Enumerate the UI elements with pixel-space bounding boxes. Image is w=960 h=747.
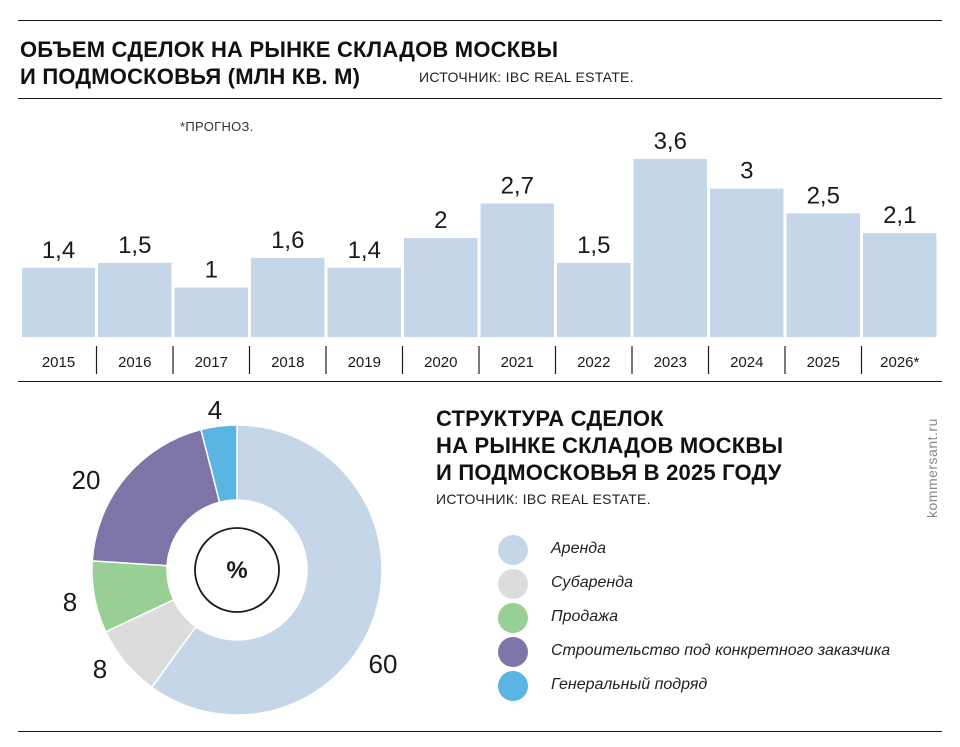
pie-chart-title-line3: И ПОДМОСКОВЬЯ В 2025 ГОДУ	[436, 460, 782, 485]
legend-label-prodazha: Продажа	[551, 608, 619, 625]
pie-value-label: 20	[72, 465, 101, 495]
bar-2024	[710, 188, 784, 337]
x-tick-label: 2026*	[880, 354, 919, 371]
x-tick-label: 2024	[730, 354, 763, 371]
bar-2017	[174, 287, 248, 337]
bottom-rule	[18, 731, 942, 732]
pie-value-label: 60	[369, 649, 398, 679]
pie-slice-1	[104, 598, 197, 689]
bar-2022	[557, 262, 631, 337]
bar-value-label: 1,5	[118, 232, 151, 259]
legend-label-arenda: Аренда	[551, 540, 607, 557]
legend-swatch-prodazha	[498, 603, 528, 633]
x-tick-label: 2022	[577, 354, 610, 371]
bar-2023	[633, 159, 707, 337]
bar-2016	[98, 262, 172, 337]
x-tick-label: 2016	[118, 354, 151, 371]
bar-value-label: 1,4	[348, 237, 381, 264]
x-tick-label: 2019	[348, 354, 381, 371]
x-tick-label: 2021	[501, 354, 534, 371]
pie-value-label: 8	[93, 654, 107, 684]
bar-value-label: 1	[205, 257, 218, 284]
bar-chart-title-line2: И ПОДМОСКОВЬЯ (МЛН КВ. М)	[20, 64, 361, 89]
bar-chart-source: ИСТОЧНИК: IBC REAL ESTATE.	[419, 69, 634, 85]
bar-2026*	[863, 233, 937, 337]
legend-label-stroitelstvo: Строительство под конкретного заказчика	[551, 642, 891, 659]
pie-chart-title-line2: НА РЫНКЕ СКЛАДОВ МОСКВЫ	[436, 433, 784, 458]
pie-slice-0	[150, 424, 383, 716]
x-tick-label: 2020	[424, 354, 457, 371]
forecast-note: *ПРОГНОЗ.	[180, 119, 254, 134]
title-rule	[18, 98, 942, 99]
x-tick-label: 2018	[271, 354, 304, 371]
bar-2021	[480, 203, 554, 337]
pie-center-circle	[194, 527, 280, 613]
watermark: kommersant.ru	[924, 418, 940, 518]
middle-rule	[18, 381, 942, 382]
bar-value-label: 2	[434, 207, 447, 234]
pie-chart-source: ИСТОЧНИК: IBC REAL ESTATE.	[436, 491, 651, 507]
bar-2018	[251, 257, 325, 337]
bar-2015	[22, 267, 95, 337]
legend-swatch-arenda	[498, 535, 528, 565]
bar-2025	[786, 213, 860, 337]
x-tick-label: 2017	[195, 354, 228, 371]
legend-label-genpodryad: Генеральный подряд	[551, 676, 708, 693]
bar-value-label: 1,5	[577, 232, 610, 259]
pie-value-label: 4	[208, 395, 222, 425]
bar-value-label: 2,7	[501, 173, 534, 200]
legend-swatch-stroitelstvo	[498, 637, 528, 667]
x-tick-label: 2023	[654, 354, 687, 371]
legend-label-subarenda: Субаренда	[551, 574, 633, 591]
top-rule	[18, 20, 942, 21]
bar-2020	[404, 238, 478, 337]
x-tick-label: 2025	[807, 354, 840, 371]
pie-center-label: %	[226, 557, 247, 584]
pie-slice-4	[200, 424, 238, 504]
x-tick-label: 2015	[42, 354, 75, 371]
legend-swatch-genpodryad	[498, 671, 528, 701]
pie-chart-title-line1: СТРУКТУРА СДЕЛОК	[436, 406, 664, 431]
bar-chart-title-line1: ОБЪЕМ СДЕЛОК НА РЫНКЕ СКЛАДОВ МОСКВЫ	[20, 37, 559, 62]
bar-value-label: 3,6	[654, 128, 687, 155]
legend-swatch-subarenda	[498, 569, 528, 599]
bar-value-label: 1,4	[42, 237, 75, 264]
pie-slice-3	[91, 428, 221, 567]
bar-value-label: 2,1	[883, 202, 916, 229]
bar-2019	[327, 267, 401, 337]
pie-value-label: 8	[63, 587, 77, 617]
bar-value-label: 2,5	[807, 182, 840, 209]
bar-chart: 1,4 2015 1,5 2016 1 2017 1,6 2018 1,4 2019 2 2020 2,…	[22, 128, 937, 374]
bar-value-label: 3	[740, 158, 753, 185]
bar-value-label: 1,6	[271, 227, 304, 254]
pie-slice-2	[91, 560, 175, 633]
